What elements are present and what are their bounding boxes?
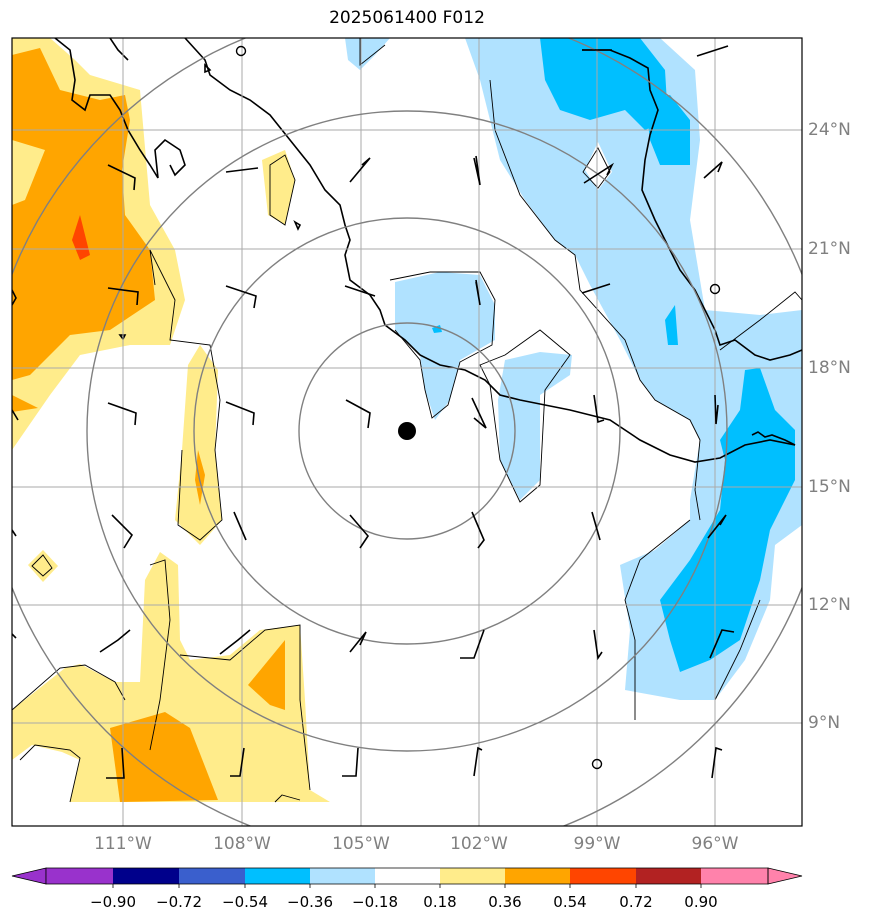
positive-anomaly-fill (12, 38, 330, 802)
map-title: 2025061400 F012 (329, 8, 485, 28)
storm-center-marker (398, 422, 416, 440)
range-rings (12, 38, 802, 826)
colorbar-tick-label: −0.54 (222, 893, 268, 911)
colorbar-tick-label: 0.36 (488, 893, 522, 911)
negative-anomaly-fill (345, 38, 802, 700)
colorbar-tick-label: −0.18 (352, 893, 398, 911)
latitude-label: 15°N (808, 477, 851, 497)
longitude-label: 108°W (213, 834, 271, 854)
colorbar-tick-label: −0.90 (90, 893, 136, 911)
longitude-label: 96°W (691, 834, 739, 854)
colorbar-tick-label: 0.54 (553, 893, 587, 911)
latitude-label: 21°N (808, 239, 851, 259)
colorbar (11, 867, 803, 888)
latitude-label: 18°N (808, 358, 851, 378)
coastline (54, 38, 802, 463)
colorbar-tick-label: −0.36 (287, 893, 333, 911)
plot-frame (11, 37, 803, 827)
colorbar-tick-label: −0.72 (156, 893, 202, 911)
longitude-label: 99°W (573, 834, 621, 854)
latitude-label: 12°N (808, 595, 851, 615)
latitude-label: 24°N (808, 120, 851, 140)
longitude-label: 105°W (332, 834, 390, 854)
longitude-label: 111°W (94, 834, 152, 854)
longitude-label: 102°W (450, 834, 508, 854)
calm-wind-markers (235, 45, 721, 770)
colorbar-tick-label: 0.18 (423, 893, 457, 911)
latitude-label: 9°N (808, 713, 841, 733)
wind-barbs (12, 45, 735, 779)
colorbar-tick-label: 0.90 (684, 893, 718, 911)
colorbar-tick-label: 0.72 (619, 893, 653, 911)
contour-lines (12, 38, 802, 803)
